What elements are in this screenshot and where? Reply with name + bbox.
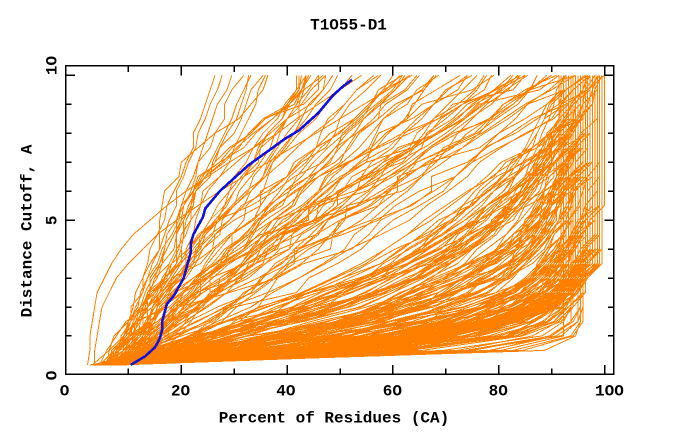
svg-text:Percent of Residues (CA): Percent of Residues (CA) [219, 410, 449, 428]
svg-text:1O: 1O [44, 56, 62, 76]
svg-text:6O: 6O [383, 382, 403, 400]
svg-text:O: O [60, 382, 70, 400]
svg-text:1OO: 1OO [595, 382, 624, 400]
svg-text:O: O [44, 370, 62, 380]
svg-text:Distance Cutoff, A: Distance Cutoff, A [19, 144, 37, 317]
svg-text:4O: 4O [276, 382, 296, 400]
svg-text:2O: 2O [171, 382, 191, 400]
svg-text:T1O55-D1: T1O55-D1 [310, 17, 387, 35]
svg-text:5: 5 [44, 215, 62, 225]
svg-text:8O: 8O [489, 382, 509, 400]
